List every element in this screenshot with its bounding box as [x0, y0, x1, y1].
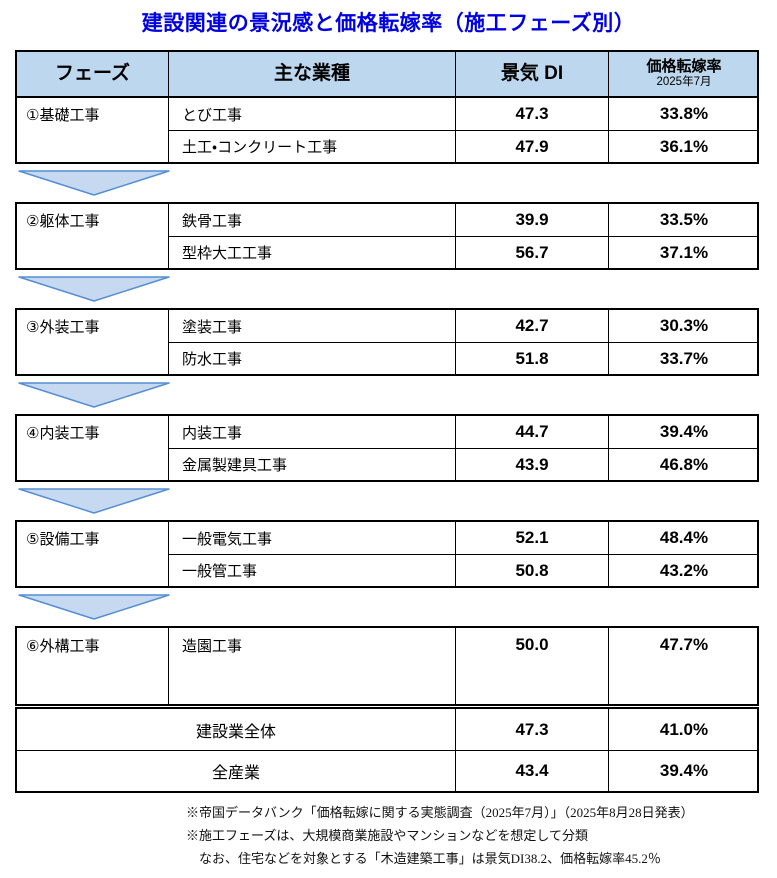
down-arrow-icon — [18, 488, 170, 514]
section-exterior: ③外装工事 塗装工事 42.7 30.3% 防水工事 51.8 33.7% — [15, 308, 759, 376]
di-cell: 39.9 — [455, 204, 608, 236]
rate-cell: 47.7% — [608, 628, 759, 704]
down-arrow-icon — [18, 276, 170, 302]
phase-label: ③外装工事 — [26, 319, 100, 336]
page-title: 建設関連の景況感と価格転嫁率（施工フェーズ別） — [141, 12, 636, 35]
di-cell: 50.0 — [455, 628, 608, 704]
footnote-wooden-construction: なお、住宅などを対象とする「木造建築工事」は景気DI38.2、価格転嫁率45.2… — [199, 850, 661, 866]
section-outdoor: ⑥外構工事 造園工事 50.0 47.7% — [15, 626, 759, 706]
header-cell-industry: 主な業種 — [168, 52, 455, 96]
industry-cell: 造園工事 — [168, 628, 455, 704]
flow-arrow-gap — [15, 270, 759, 308]
di-cell: 50.8 — [455, 554, 608, 586]
phase-table: フェーズ 主な業種 景気 DI 価格転嫁率 2025年7月 ①基礎工事 とび工事… — [15, 50, 759, 793]
industry-cell: 防水工事 — [168, 342, 455, 374]
di-cell: 47.9 — [455, 130, 608, 162]
rate-cell: 43.2% — [608, 554, 759, 586]
header-rate-sublabel: 2025年7月 — [656, 76, 712, 89]
di-cell: 52.1 — [455, 522, 608, 554]
summary-rate-construction: 41.0% — [608, 709, 759, 750]
phase-label: ⑥外構工事 — [26, 638, 100, 655]
industry-cell: 塗装工事 — [168, 310, 455, 342]
industry-cell: 一般管工事 — [168, 554, 455, 586]
flow-arrow-gap — [15, 164, 759, 202]
phase-label: ⑤設備工事 — [26, 531, 100, 548]
di-cell: 43.9 — [455, 448, 608, 480]
summary-label-construction: 建設業全体 — [195, 723, 276, 741]
di-cell: 51.8 — [455, 342, 608, 374]
section-foundation: ①基礎工事 とび工事 47.3 33.8% 土工・コンクリート工事 47.9 3… — [15, 96, 759, 164]
rate-cell: 46.8% — [608, 448, 759, 480]
footnotes: ※帝国データバンク「価格転嫁に関する実態調査（2025年7月）」（2025年8月… — [186, 802, 777, 870]
phase-label: ④内装工事 — [26, 425, 100, 442]
down-arrow-icon — [18, 170, 170, 196]
industry-cell: 内装工事 — [168, 416, 455, 448]
rate-cell: 30.3% — [608, 310, 759, 342]
flow-arrow-gap — [15, 482, 759, 520]
summary-label-all-industries: 全産業 — [17, 750, 455, 791]
di-cell: 42.7 — [455, 310, 608, 342]
phase-label: ①基礎工事 — [26, 107, 100, 124]
section-equipment: ⑤設備工事 一般電気工事 52.1 48.4% 一般管工事 50.8 43.2% — [15, 520, 759, 588]
industry-cell: 一般電気工事 — [168, 522, 455, 554]
section-interior: ④内装工事 内装工事 44.7 39.4% 金属製建具工事 43.9 46.8% — [15, 414, 759, 482]
flow-arrow-gap — [15, 588, 759, 626]
rate-cell: 33.7% — [608, 342, 759, 374]
rate-cell: 36.1% — [608, 130, 759, 162]
industry-cell: 土工・コンクリート工事 — [168, 130, 455, 162]
header-cell-phase: フェーズ — [54, 62, 131, 84]
industry-cell: 金属製建具工事 — [168, 448, 455, 480]
header-cell-rate: 価格転嫁率 2025年7月 — [608, 52, 759, 96]
down-arrow-icon — [18, 594, 170, 620]
rate-cell: 33.5% — [608, 204, 759, 236]
rate-cell: 48.4% — [608, 522, 759, 554]
footnote-source: ※帝国データバンク「価格転嫁に関する実態調査（2025年7月）」（2025年8月… — [186, 805, 694, 820]
table-header-row: フェーズ 主な業種 景気 DI 価格転嫁率 2025年7月 — [15, 50, 759, 98]
footnote-classification: ※施工フェーズは、大規模商業施設やマンションなどを想定して分類 — [186, 827, 588, 843]
phase-label: ②躯体工事 — [26, 213, 100, 230]
rate-cell: 37.1% — [608, 236, 759, 268]
di-cell: 56.7 — [455, 236, 608, 268]
summary-rate-all-industries: 39.4% — [608, 750, 759, 791]
industry-cell: 型枠大工工事 — [168, 236, 455, 268]
industry-cell: とび工事 — [168, 98, 455, 130]
flow-arrow-gap — [15, 376, 759, 414]
header-cell-di: 景気 DI — [455, 52, 608, 96]
header-rate-label: 価格転嫁率 — [646, 57, 722, 75]
rate-cell: 39.4% — [608, 416, 759, 448]
summary-di-construction: 47.3 — [455, 709, 608, 750]
section-frame: ②躯体工事 鉄骨工事 39.9 33.5% 型枠大工工事 56.7 37.1% — [15, 202, 759, 270]
summary-di-all-industries: 43.4 — [455, 750, 608, 791]
di-cell: 47.3 — [455, 98, 608, 130]
di-cell: 44.7 — [455, 416, 608, 448]
summary-rows: 建設業全体 47.3 41.0% 全産業 43.4 39.4% — [15, 707, 759, 793]
rate-cell: 33.8% — [608, 98, 759, 130]
down-arrow-icon — [18, 382, 170, 408]
industry-cell: 鉄骨工事 — [168, 204, 455, 236]
